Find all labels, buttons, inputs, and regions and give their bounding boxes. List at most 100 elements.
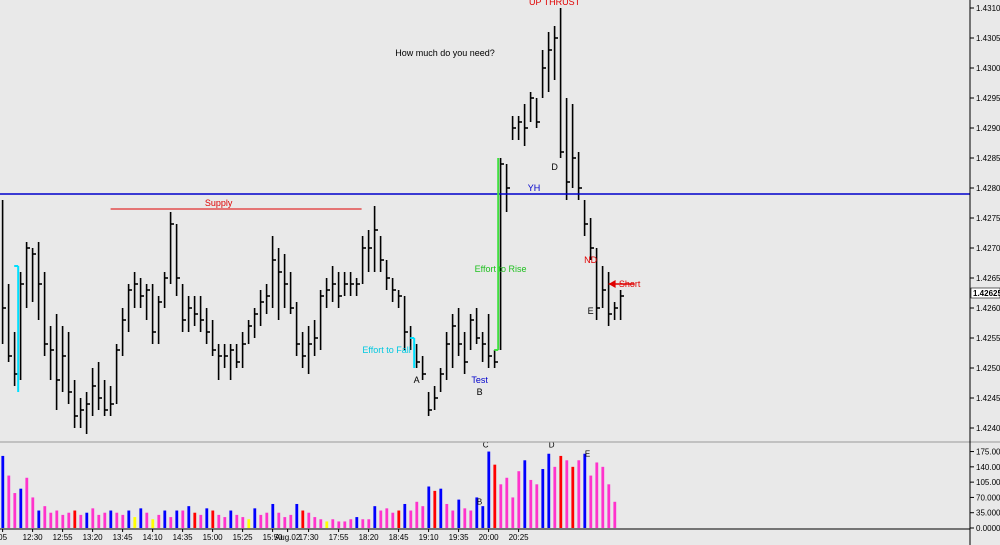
price-bar — [211, 320, 216, 356]
volume-bar — [349, 519, 353, 528]
volume-bar — [67, 512, 71, 528]
volume-bar — [343, 521, 347, 528]
volume-bar — [271, 503, 275, 528]
price-axis-label: 1.42900 — [976, 124, 1000, 133]
volume-bar — [397, 510, 401, 528]
price-bar — [37, 242, 42, 320]
price-bar — [151, 284, 156, 344]
volume-bar — [427, 486, 431, 528]
volume-bar — [517, 471, 521, 528]
volume-bar — [253, 508, 257, 528]
volume-bar — [595, 462, 599, 528]
volume-bar — [445, 503, 449, 528]
price-bar — [307, 326, 312, 374]
price-bar — [283, 254, 288, 308]
time-axis-label: 13:20 — [83, 533, 104, 542]
volume-bar — [163, 510, 167, 528]
price-annotation: Supply — [205, 198, 233, 208]
volume-bar — [247, 519, 251, 528]
volume-bar — [547, 453, 551, 528]
volume-bar — [373, 506, 377, 528]
price-bar — [559, 8, 564, 158]
price-bar — [541, 50, 546, 98]
price-bar — [25, 242, 30, 308]
price-bar — [235, 344, 240, 368]
price-bar — [523, 104, 528, 146]
price-bar — [67, 332, 72, 404]
price-bar — [463, 332, 468, 374]
price-axis-label: 1.42700 — [976, 244, 1000, 253]
price-bar — [121, 308, 126, 356]
volume-bar — [109, 510, 113, 528]
price-bar — [43, 272, 48, 356]
price-bar — [565, 98, 570, 200]
price-bar — [469, 314, 474, 350]
price-bar — [589, 218, 594, 260]
price-annotation: E — [588, 306, 594, 316]
volume-bar — [139, 508, 143, 528]
volume-axis-label: 105.000 — [976, 478, 1000, 487]
volume-axis-label: 0.0000 — [976, 524, 1000, 533]
volume-bar — [79, 514, 83, 528]
volume-bar — [55, 510, 59, 528]
price-bar — [175, 224, 180, 296]
price-bar — [355, 278, 360, 296]
volume-bar — [571, 466, 575, 528]
price-axis-label: 1.42400 — [976, 424, 1000, 433]
volume-bar — [187, 506, 191, 528]
volume-bar — [409, 510, 413, 528]
price-bar — [247, 320, 252, 344]
volume-bar — [583, 453, 587, 528]
price-bar — [427, 392, 432, 416]
volume-bar — [475, 497, 479, 528]
price-axis-label: 1.43100 — [976, 4, 1000, 13]
volume-bar — [13, 493, 17, 528]
volume-bar — [61, 514, 65, 528]
volume-bar — [487, 451, 491, 528]
price-bar — [181, 284, 186, 332]
volume-bar — [211, 510, 215, 528]
price-bar — [373, 206, 378, 272]
volume-bar — [199, 514, 203, 528]
price-bar — [403, 296, 408, 350]
volume-annotation: B — [477, 497, 482, 506]
volume-bar — [25, 477, 29, 528]
volume-bar — [103, 512, 107, 528]
chart-title: How much do you need? — [395, 48, 495, 58]
price-axis-label: 1.42600 — [976, 304, 1000, 313]
volume-bar — [235, 514, 239, 528]
price-bar — [349, 272, 354, 296]
volume-bar — [115, 512, 119, 528]
price-annotation: B — [477, 387, 483, 397]
volume-bar — [127, 510, 131, 528]
price-bar — [607, 272, 612, 326]
volume-bar — [169, 517, 173, 528]
volume-bar — [181, 510, 185, 528]
volume-bar — [223, 517, 227, 528]
volume-bar — [307, 512, 311, 528]
price-bar — [241, 332, 246, 368]
price-bar — [103, 380, 108, 416]
price-bar — [19, 272, 24, 380]
time-axis-label: 17:55 — [329, 533, 350, 542]
volume-bar — [355, 517, 359, 528]
volume-bar — [505, 477, 509, 528]
price-bar — [277, 248, 282, 320]
price-annotation: Test — [471, 375, 488, 385]
price-bar — [379, 236, 384, 272]
volume-bar — [577, 460, 581, 528]
volume-panel: B C D E — [1, 441, 617, 528]
volume-bar — [367, 519, 371, 528]
price-axis-label: 1.43000 — [976, 64, 1000, 73]
volume-bar — [331, 519, 335, 528]
price-bar — [7, 284, 12, 362]
price-annotation: UP THRUST — [529, 0, 581, 7]
volume-bar — [415, 501, 419, 528]
price-bar — [613, 302, 618, 320]
time-axis-label: 18:20 — [359, 533, 380, 542]
time-axis-label: 20:25 — [509, 533, 530, 542]
price-axis-label: 1.42450 — [976, 394, 1000, 403]
price-bar — [91, 368, 96, 416]
volume-bar — [481, 506, 485, 528]
